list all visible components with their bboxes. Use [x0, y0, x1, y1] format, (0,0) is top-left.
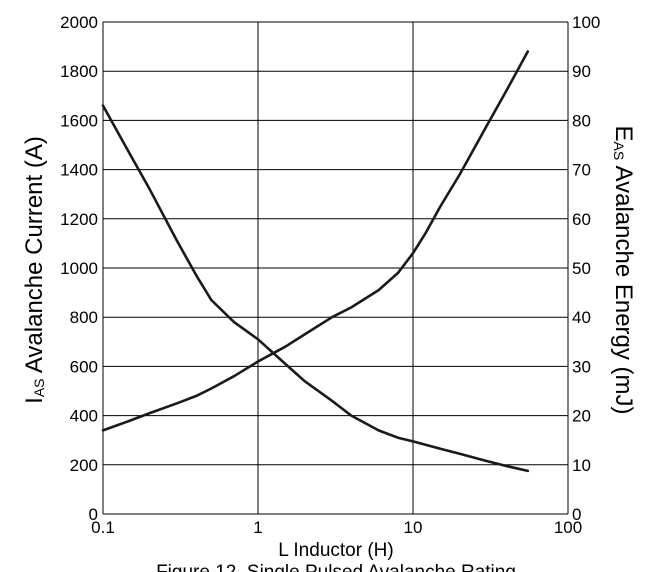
y-left-tick-label: 1000 [60, 259, 98, 278]
y-right-tick-label: 30 [572, 357, 591, 376]
y-right-tick-label: 80 [572, 111, 591, 130]
y-right-tick-label: 60 [572, 210, 591, 229]
y-right-tick-label: 70 [572, 161, 591, 180]
y-left-tick-label: 1800 [60, 62, 98, 81]
y-left-tick-label: 1200 [60, 210, 98, 229]
grid [102, 21, 569, 515]
y-right-tick-label: 0 [572, 505, 581, 524]
x-tick-label: 1 [253, 518, 262, 537]
y-right-tick-label: 40 [572, 308, 591, 327]
x-tick-label: 10 [404, 518, 423, 537]
y-left-tick-label: 200 [70, 456, 98, 475]
y-right-tick-label: 50 [572, 259, 591, 278]
y-left-tick-label: 400 [70, 407, 98, 426]
current-series-line [101, 104, 530, 473]
y-axis-right-title: EAS Avalanche Energy (mJ) [610, 125, 637, 414]
energy-series-line [101, 50, 530, 432]
chart-title: Figure 12. Single Pulsed Avalanche Ratin… [156, 562, 516, 572]
y-right-tick-label: 100 [572, 13, 600, 32]
y-axis-left-title: IAS Avalanche Current (A) [21, 136, 48, 404]
x-axis-title: L Inductor (H) [278, 540, 393, 561]
y-left-tick-label: 1600 [60, 111, 98, 130]
y-right-tick-label: 20 [572, 407, 591, 426]
y-left-tick-label: 600 [70, 357, 98, 376]
y-left-tick-label: 800 [70, 308, 98, 327]
x-tick-label: 100 [554, 518, 582, 537]
y-right-tick-label: 10 [572, 456, 591, 475]
x-tick-label: 0.1 [91, 518, 115, 537]
series-lines [101, 50, 530, 473]
y-right-tick-label: 90 [572, 62, 591, 81]
tick-labels: 0200400600800100012001400160018002000010… [60, 13, 600, 537]
y-left-tick-label: 0 [89, 505, 98, 524]
y-left-tick-label: 2000 [60, 13, 98, 32]
y-left-tick-label: 1400 [60, 161, 98, 180]
